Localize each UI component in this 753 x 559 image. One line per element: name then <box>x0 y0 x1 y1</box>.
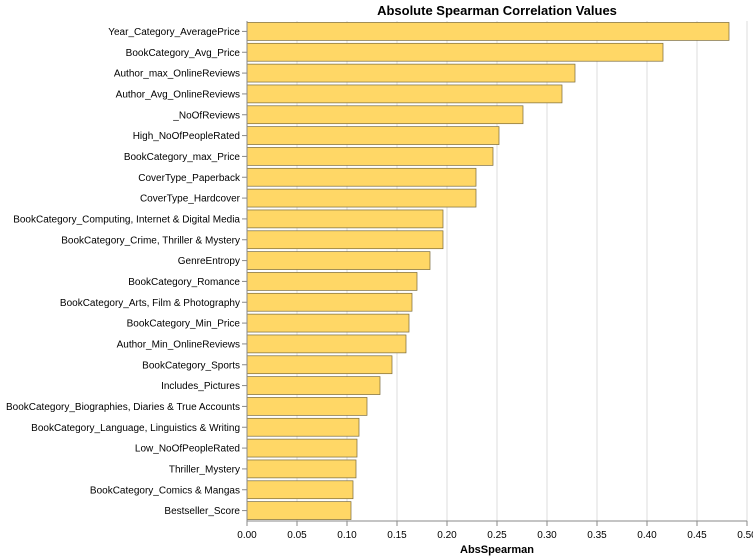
x-tick-label: 0.15 <box>387 530 407 541</box>
x-axis-title: AbsSpearman <box>460 544 534 556</box>
category-label: BookCategory_Comics & Mangas <box>90 485 240 496</box>
category-label: BookCategory_max_Price <box>124 152 241 163</box>
category-label: GenreEntropy <box>178 256 240 267</box>
bar <box>246 209 444 229</box>
category-label: BookCategory_Computing, Internet & Digit… <box>13 214 240 225</box>
category-label: BookCategory_Language, Linguistics & Wri… <box>31 423 240 434</box>
bar <box>246 355 393 375</box>
bar <box>246 397 368 416</box>
category-label: BookCategory_Avg_Price <box>126 48 241 59</box>
category-label: Year_Category_AveragePrice <box>108 27 240 38</box>
bar <box>246 417 360 437</box>
x-tick-label: 0.40 <box>637 530 657 541</box>
chart-title: Absolute Spearman Correlation Values <box>377 3 617 18</box>
x-tick-label: 0.05 <box>287 530 307 541</box>
bar <box>246 42 664 62</box>
bar <box>246 272 418 291</box>
x-tick-label: 0.20 <box>437 530 457 541</box>
bar <box>246 63 576 83</box>
bar <box>246 230 444 250</box>
category-label: CoverType_Hardcover <box>140 194 241 205</box>
category-label: _NoOfReviews <box>172 110 240 121</box>
x-tick-label: 0.30 <box>537 530 557 541</box>
grid-lines <box>246 21 748 521</box>
bar <box>246 84 563 104</box>
bars <box>246 22 730 520</box>
category-label: BookCategory_Crime, Thriller & Mystery <box>61 235 240 246</box>
category-label: Author_max_OnlineReviews <box>114 69 240 80</box>
x-tick-label: 0.25 <box>487 530 507 541</box>
x-tick-label: 0.45 <box>687 530 707 541</box>
bar <box>246 167 477 187</box>
bar <box>246 480 354 500</box>
bar <box>246 313 410 333</box>
x-tick-label: 0.35 <box>587 530 607 541</box>
bar <box>246 105 524 125</box>
bar <box>246 292 413 312</box>
bar <box>246 459 357 479</box>
category-label: BookCategory_Min_Price <box>127 319 241 330</box>
x-tick-label: 0.50 <box>737 530 753 541</box>
category-label: BookCategory_Arts, Film & Photography <box>60 298 240 309</box>
bar <box>246 188 477 208</box>
category-label: Bestseller_Score <box>164 506 240 517</box>
category-label: High_NoOfPeopleRated <box>133 131 240 142</box>
bar <box>246 334 407 354</box>
category-label: Thriller_Mystery <box>169 464 240 475</box>
x-axis: 0.00 0.05 0.10 0.15 0.20 0.25 0.30 0.35 0.40 0.45… <box>237 21 753 541</box>
bar <box>246 438 358 458</box>
bar <box>246 126 500 145</box>
category-label: BookCategory_Sports <box>142 360 240 371</box>
category-label: Includes_Pictures <box>161 381 240 392</box>
x-tick-label: 0.00 <box>237 530 257 541</box>
bar <box>246 376 381 395</box>
bar <box>246 147 494 166</box>
x-tick-label: 0.10 <box>337 530 357 541</box>
category-labels: Year_Category_AveragePrice BookCategory_A… <box>6 27 247 517</box>
category-label: CoverType_Paperback <box>138 173 241 184</box>
bar <box>246 22 730 41</box>
category-label: BookCategory_Biographies, Diaries & True… <box>6 402 240 413</box>
bar <box>246 251 431 270</box>
bar <box>246 501 352 520</box>
category-label: Low_NoOfPeopleRated <box>135 444 240 455</box>
category-label: Author_Avg_OnlineReviews <box>116 89 240 100</box>
category-label: Author_Min_OnlineReviews <box>117 339 240 350</box>
category-label: BookCategory_Romance <box>128 277 240 288</box>
